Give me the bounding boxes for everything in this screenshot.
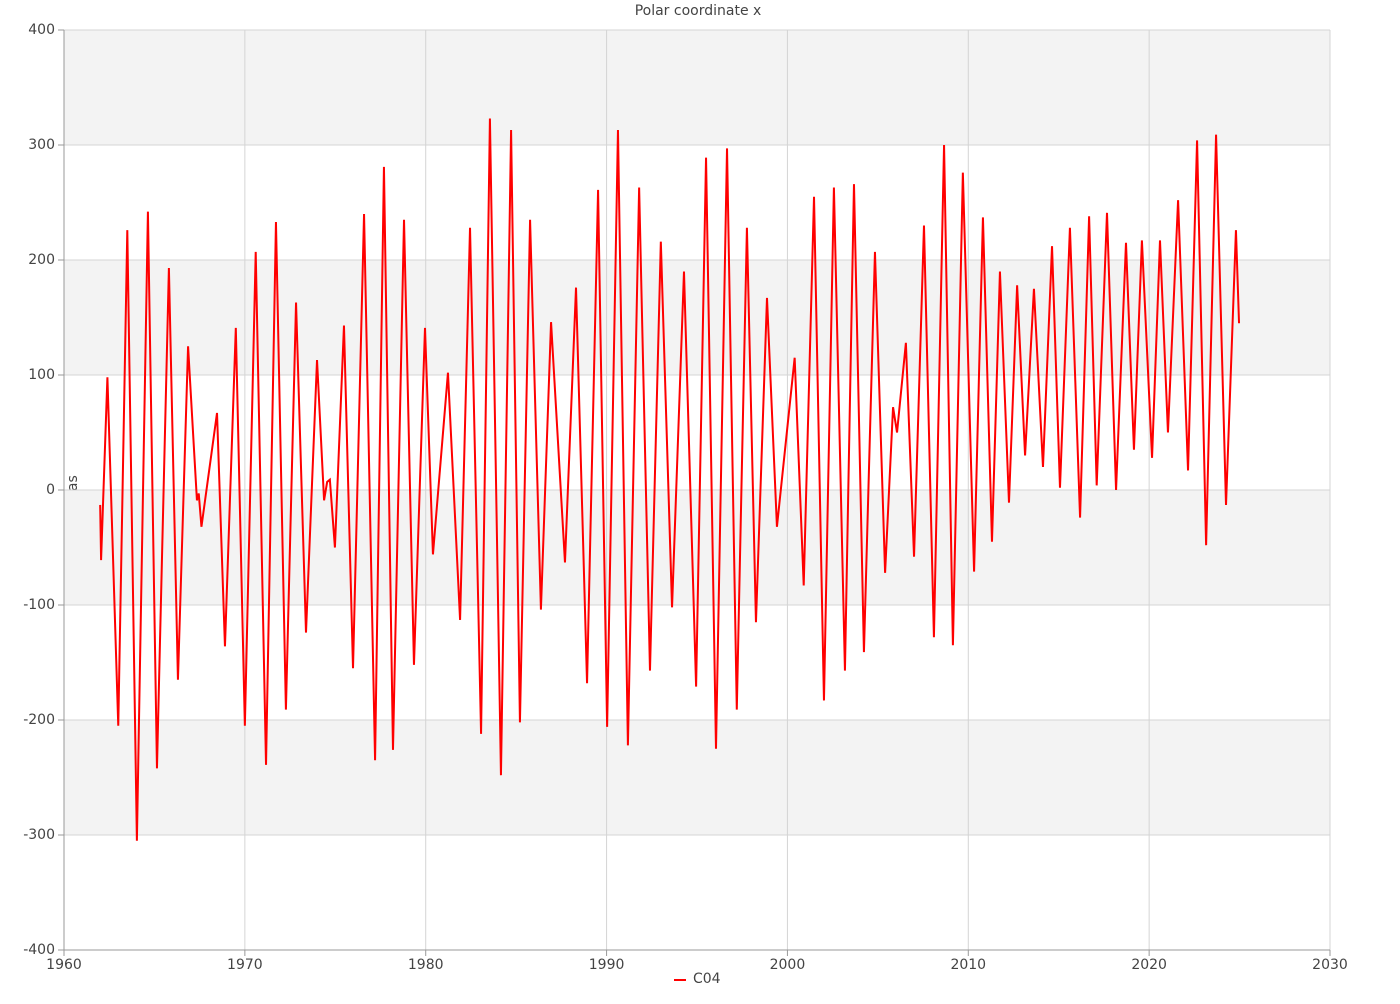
y-tick-label: -400 bbox=[23, 942, 55, 958]
chart-title: Polar coordinate x bbox=[635, 3, 762, 19]
x-tick-label: 1960 bbox=[46, 957, 82, 973]
y-tick-label: 200 bbox=[28, 252, 55, 268]
y-tick-label: -300 bbox=[23, 827, 55, 843]
x-tick-label: 1980 bbox=[408, 957, 444, 973]
y-tick-label: 0 bbox=[46, 482, 55, 498]
x-tick-label: 2020 bbox=[1131, 957, 1167, 973]
grid-band bbox=[64, 720, 1330, 835]
y-tick-label: -100 bbox=[23, 597, 55, 613]
legend-label: C04 bbox=[693, 971, 721, 987]
x-tick-label: 2010 bbox=[950, 957, 986, 973]
data-line bbox=[99, 118, 1241, 841]
x-tick-label: 1970 bbox=[227, 957, 263, 973]
y-tick-label: -200 bbox=[23, 712, 55, 728]
grid-band bbox=[64, 30, 1330, 145]
x-tick-label: 2000 bbox=[770, 957, 806, 973]
x-tick-label: 1990 bbox=[589, 957, 625, 973]
y-tick-label: 300 bbox=[28, 137, 55, 153]
y-tick-label: 400 bbox=[28, 22, 55, 38]
y-tick-label: 100 bbox=[28, 367, 55, 383]
x-tick-label: 2030 bbox=[1312, 957, 1348, 973]
